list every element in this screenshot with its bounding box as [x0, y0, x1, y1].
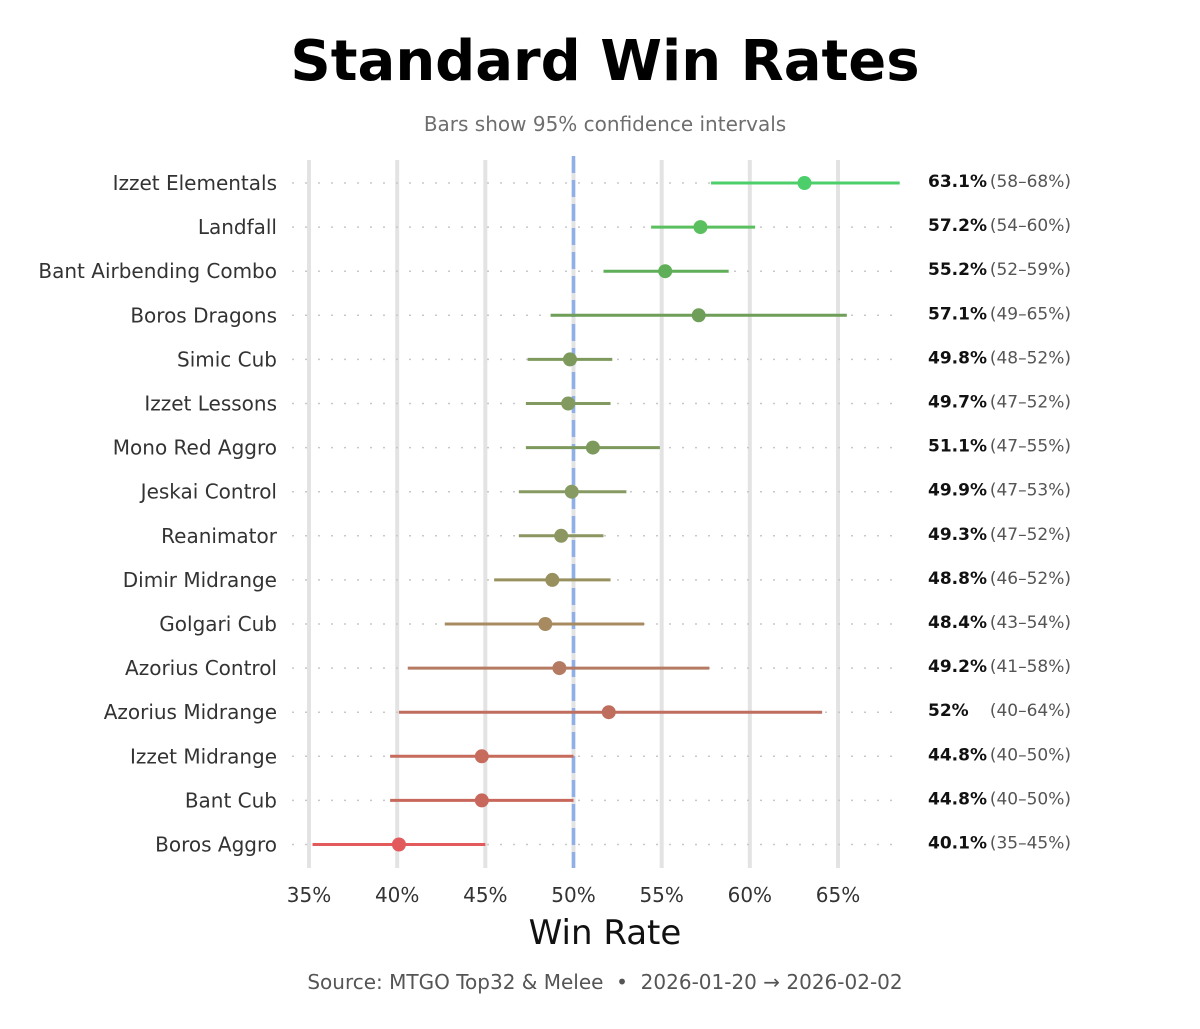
win-rate-point — [474, 793, 489, 808]
x-tick-label: 55% — [639, 883, 683, 907]
win-rate-point — [691, 308, 706, 323]
value-label: 49.9% — [928, 481, 987, 501]
x-tick-label: 65% — [816, 883, 860, 907]
x-tick-label: 45% — [463, 883, 507, 907]
ci-label: (40–64%) — [990, 701, 1071, 721]
win-rate-point — [693, 220, 708, 235]
value-label: 49.3% — [928, 525, 987, 545]
ci-label: (58–68%) — [990, 172, 1071, 192]
ci-label: (35–45%) — [990, 834, 1071, 854]
value-label: 51.1% — [928, 437, 987, 457]
ci-label: (48–52%) — [990, 348, 1071, 368]
category-label: Izzet Lessons — [144, 392, 277, 416]
data-marks — [312, 176, 900, 852]
value-label: 49.8% — [928, 348, 987, 368]
value-labels: 63.1% (58–68%) 57.2% (54–60%) 55.2% (52–59%) 5… — [928, 172, 1071, 854]
category-label: Azorius Control — [125, 656, 277, 680]
value-label: 48.8% — [928, 569, 987, 589]
ci-label: (40–50%) — [990, 789, 1071, 809]
value-label: 49.2% — [928, 657, 987, 677]
win-rate-point — [797, 176, 812, 190]
value-label: 44.8% — [928, 745, 987, 765]
category-label: Bant Airbending Combo — [38, 259, 277, 283]
win-rate-point — [391, 837, 406, 852]
win-rate-point — [561, 396, 576, 411]
row-guides — [292, 182, 900, 846]
win-rate-point — [564, 484, 579, 499]
win-rate-point — [562, 352, 577, 367]
ci-label: (49–65%) — [990, 304, 1071, 324]
win-rate-point — [585, 440, 600, 455]
win-rate-point — [545, 572, 560, 587]
value-label: 49.7% — [928, 393, 987, 413]
value-label: 48.4% — [928, 613, 987, 633]
value-label: 57.1% — [928, 304, 987, 324]
category-label: Jeskai Control — [139, 480, 277, 504]
win-rate-point — [552, 661, 567, 676]
category-label: Azorius Midrange — [104, 700, 277, 724]
value-label: 52% — [928, 701, 969, 721]
x-axis-ticks: 35% 40% 45% 50% 55% 60% 65% — [287, 883, 860, 907]
win-rate-point — [538, 617, 553, 631]
win-rate-point — [474, 749, 489, 764]
ci-label: (47–55%) — [990, 437, 1071, 457]
ci-label: (47–53%) — [990, 481, 1071, 501]
value-label: 40.1% — [928, 834, 987, 854]
chart-subtitle: Bars show 95% confidence intervals — [424, 112, 786, 136]
x-tick-label: 60% — [728, 883, 772, 907]
value-label: 55.2% — [928, 260, 987, 280]
category-label: Izzet Elementals — [113, 171, 277, 195]
category-labels: Izzet Elementals Landfall Bant Airbending … — [38, 171, 277, 857]
ci-label: (46–52%) — [990, 569, 1071, 589]
category-label: Bant Cub — [185, 788, 277, 812]
category-label: Mono Red Aggro — [113, 436, 277, 460]
category-label: Izzet Midrange — [130, 744, 277, 768]
x-tick-label: 35% — [287, 883, 331, 907]
x-tick-label: 40% — [375, 883, 419, 907]
ci-label: (41–58%) — [990, 657, 1071, 677]
value-label: 44.8% — [928, 789, 987, 809]
category-label: Boros Dragons — [130, 303, 277, 327]
category-label: Golgari Cub — [159, 612, 277, 636]
ci-label: (47–52%) — [990, 393, 1071, 413]
x-axis-label: Win Rate — [529, 913, 682, 953]
win-rate-point — [658, 264, 673, 279]
value-label: 57.2% — [928, 216, 987, 236]
ci-label: (54–60%) — [990, 216, 1071, 236]
ci-label: (47–52%) — [990, 525, 1071, 545]
chart-title: Standard Win Rates — [290, 29, 919, 94]
category-label: Landfall — [198, 215, 277, 239]
source-caption: Source: MTGO Top32 & Melee • 2026-01-20 … — [307, 970, 902, 994]
category-label: Boros Aggro — [155, 833, 277, 857]
win-rate-point — [601, 705, 616, 720]
win-rate-point — [554, 528, 569, 543]
ci-label: (52–59%) — [990, 260, 1071, 280]
ci-label: (43–54%) — [990, 613, 1071, 633]
ci-label: (40–50%) — [990, 745, 1071, 765]
value-label: 63.1% — [928, 172, 987, 192]
category-label: Dimir Midrange — [123, 568, 277, 592]
category-label: Simic Cub — [177, 347, 277, 371]
x-tick-label: 50% — [551, 883, 595, 907]
category-label: Reanimator — [161, 524, 278, 548]
